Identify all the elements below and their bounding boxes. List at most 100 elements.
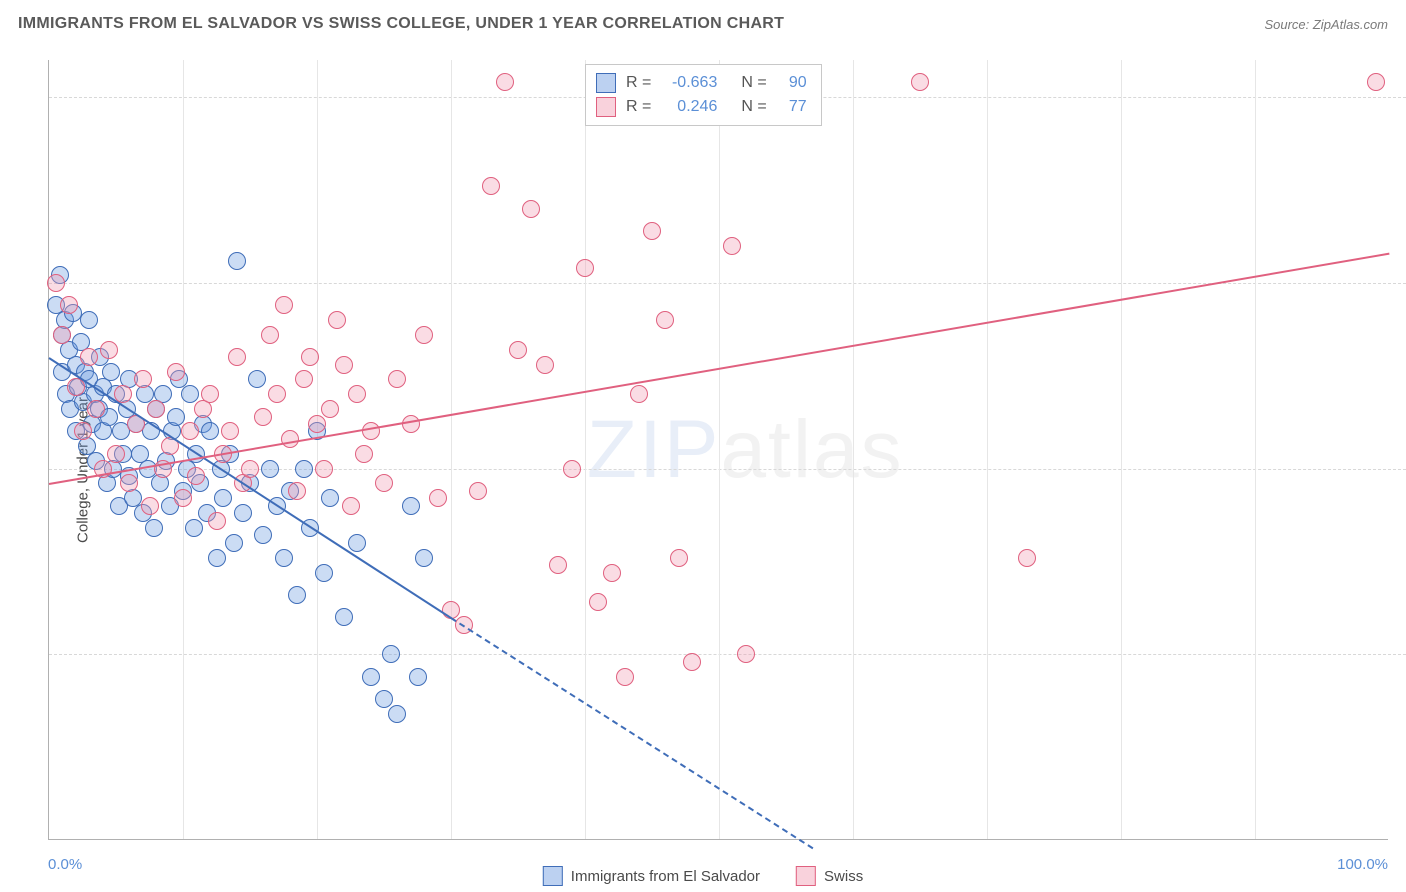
scatter-point-swiss [228, 348, 246, 366]
scatter-point-el_salvador [201, 422, 219, 440]
scatter-point-swiss [261, 326, 279, 344]
scatter-point-el_salvador [348, 534, 366, 552]
scatter-point-swiss [107, 445, 125, 463]
stats-legend-row-el_salvador: R =-0.663N =90 [596, 71, 807, 95]
scatter-point-swiss [355, 445, 373, 463]
scatter-point-el_salvador [208, 549, 226, 567]
gridline-v [719, 60, 720, 839]
y-tick-label: 75.0% [1394, 274, 1406, 291]
swatch-el_salvador [596, 73, 616, 93]
watermark: ZIPatlas [587, 403, 904, 497]
chart-title: IMMIGRANTS FROM EL SALVADOR VS SWISS COL… [18, 15, 784, 33]
scatter-point-el_salvador [402, 497, 420, 515]
scatter-point-swiss [134, 370, 152, 388]
scatter-point-el_salvador [225, 534, 243, 552]
scatter-point-swiss [120, 474, 138, 492]
scatter-point-swiss [308, 415, 326, 433]
scatter-point-swiss [201, 385, 219, 403]
scatter-point-swiss [616, 668, 634, 686]
scatter-point-swiss [80, 348, 98, 366]
scatter-point-el_salvador [254, 526, 272, 544]
scatter-point-swiss [221, 422, 239, 440]
scatter-point-el_salvador [234, 504, 252, 522]
scatter-point-swiss [295, 370, 313, 388]
scatter-point-swiss [348, 385, 366, 403]
legend-item-swiss: Swiss [796, 866, 863, 886]
scatter-point-swiss [87, 400, 105, 418]
scatter-point-swiss [563, 460, 581, 478]
scatter-point-swiss [53, 326, 71, 344]
gridline-v [853, 60, 854, 839]
scatter-point-swiss [47, 274, 65, 292]
swatch-el-salvador [543, 866, 563, 886]
scatter-point-swiss [268, 385, 286, 403]
scatter-point-swiss [335, 356, 353, 374]
scatter-point-swiss [683, 653, 701, 671]
gridline-v [585, 60, 586, 839]
scatter-point-swiss [174, 489, 192, 507]
scatter-point-swiss [141, 497, 159, 515]
bottom-legend: Immigrants from El Salvador Swiss [543, 866, 863, 886]
scatter-point-swiss [147, 400, 165, 418]
scatter-point-el_salvador [335, 608, 353, 626]
scatter-point-swiss [469, 482, 487, 500]
scatter-point-swiss [288, 482, 306, 500]
n-label: N = [741, 95, 766, 119]
scatter-point-swiss [167, 363, 185, 381]
scatter-point-swiss [496, 73, 514, 91]
x-tick-right: 100.0% [1337, 856, 1388, 873]
legend-item-el-salvador: Immigrants from El Salvador [543, 866, 760, 886]
gridline-v [183, 60, 184, 839]
scatter-point-swiss [723, 237, 741, 255]
y-tick-label: 50.0% [1394, 460, 1406, 477]
scatter-point-el_salvador [228, 252, 246, 270]
scatter-point-el_salvador [261, 460, 279, 478]
watermark-atlas: atlas [720, 404, 903, 495]
scatter-point-el_salvador [415, 549, 433, 567]
scatter-point-swiss [375, 474, 393, 492]
scatter-point-el_salvador [248, 370, 266, 388]
gridline-v [317, 60, 318, 839]
x-tick-left: 0.0% [48, 856, 82, 873]
scatter-point-swiss [281, 430, 299, 448]
y-tick-label: 100.0% [1394, 89, 1406, 106]
scatter-point-swiss [362, 422, 380, 440]
scatter-point-swiss [509, 341, 527, 359]
gridline-v [1121, 60, 1122, 839]
scatter-point-swiss [522, 200, 540, 218]
scatter-point-swiss [275, 296, 293, 314]
y-tick-label: 25.0% [1394, 646, 1406, 663]
chart-header: IMMIGRANTS FROM EL SALVADOR VS SWISS COL… [0, 0, 1406, 48]
scatter-point-el_salvador [214, 489, 232, 507]
swatch-swiss [796, 866, 816, 886]
swatch-swiss [596, 97, 616, 117]
r-value-el_salvador: -0.663 [661, 71, 717, 95]
n-label: N = [741, 71, 766, 95]
scatter-point-swiss [429, 489, 447, 507]
gridline-h [49, 654, 1406, 655]
gridline-v [987, 60, 988, 839]
stats-legend-row-swiss: R =0.246N =77 [596, 95, 807, 119]
scatter-point-el_salvador [80, 311, 98, 329]
gridline-v [1255, 60, 1256, 839]
scatter-point-swiss [388, 370, 406, 388]
scatter-point-el_salvador [315, 564, 333, 582]
scatter-point-swiss [1018, 549, 1036, 567]
scatter-point-swiss [656, 311, 674, 329]
scatter-point-swiss [301, 348, 319, 366]
scatter-point-el_salvador [167, 408, 185, 426]
scatter-point-swiss [321, 400, 339, 418]
scatter-point-swiss [630, 385, 648, 403]
scatter-point-el_salvador [185, 519, 203, 537]
scatter-point-swiss [536, 356, 554, 374]
stats-legend: R =-0.663N =90R =0.246N =77 [585, 64, 822, 126]
scatter-point-el_salvador [288, 586, 306, 604]
scatter-point-el_salvador [409, 668, 427, 686]
scatter-point-swiss [576, 259, 594, 277]
scatter-point-el_salvador [321, 489, 339, 507]
gridline-v [451, 60, 452, 839]
scatter-point-swiss [482, 177, 500, 195]
scatter-point-swiss [603, 564, 621, 582]
watermark-zip: ZIP [587, 404, 721, 495]
r-value-swiss: 0.246 [661, 95, 717, 119]
